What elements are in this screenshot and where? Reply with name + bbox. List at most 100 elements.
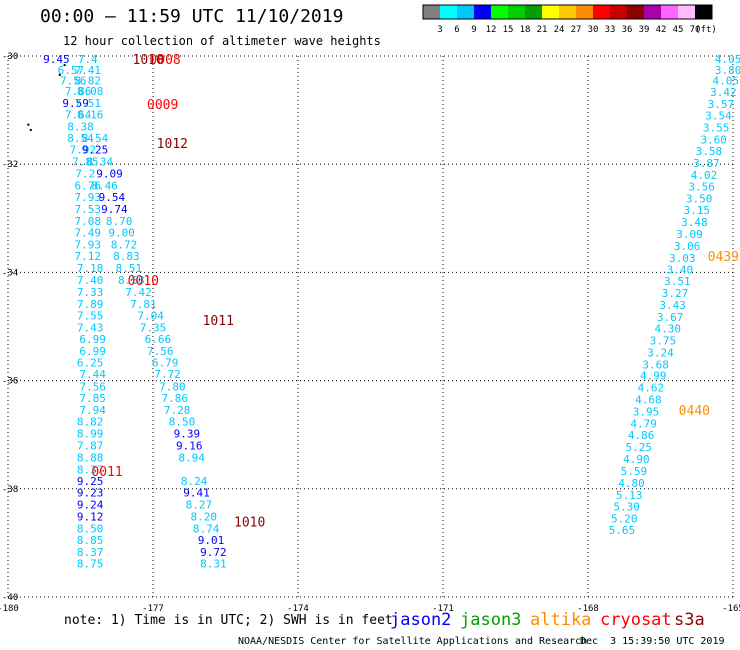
- data-dot: [27, 123, 30, 126]
- wave-height-point: 8.16: [77, 108, 104, 121]
- wave-height-point: 7.93: [75, 238, 102, 251]
- y-tick-label: -32: [2, 160, 18, 170]
- wave-height-point: 4.62: [638, 382, 665, 395]
- wave-height-point: 9.12: [77, 510, 104, 523]
- wave-height-point: 7.53: [75, 203, 102, 216]
- wave-height-point: 6.66: [145, 333, 172, 346]
- scale-swatch: [457, 5, 474, 19]
- scale-swatch: [695, 5, 712, 19]
- wave-height-point: 9.25: [77, 475, 104, 488]
- wave-height-point: 9.16: [176, 440, 203, 453]
- wave-height-point: 7.12: [75, 250, 102, 263]
- wave-height-point: 7.55: [77, 310, 104, 323]
- scale-label: (ft): [695, 25, 717, 35]
- wave-height-point: 8.85: [77, 534, 104, 547]
- wave-height-point: 7.49: [75, 226, 102, 239]
- wave-height-point: 8.51: [116, 262, 143, 275]
- wave-height-point: 7.56: [60, 74, 87, 87]
- y-tick-label: -38: [2, 485, 18, 495]
- scale-label: 33: [605, 25, 616, 35]
- wave-height-point: 6.99: [79, 345, 106, 358]
- scale-swatch: [508, 5, 525, 19]
- wave-height-point: 4.05: [715, 53, 740, 66]
- scale-label: 30: [588, 25, 599, 35]
- wave-height-point: 4.68: [635, 394, 662, 407]
- wave-height-point: 3.09: [676, 228, 703, 241]
- wave-height-point: 6.79: [152, 357, 179, 370]
- x-tick-label: -171: [432, 604, 454, 614]
- wave-height-point: 7.87: [77, 440, 104, 453]
- wave-height-point: 7.44: [79, 368, 106, 381]
- wave-height-point: 3.43: [659, 299, 686, 312]
- scale-label: 12: [486, 25, 497, 35]
- scale-label: 36: [622, 25, 633, 35]
- mission-label-jason3: jason3: [460, 610, 522, 630]
- scale-label: 3: [437, 25, 442, 35]
- wave-height-point: 8.24: [181, 475, 208, 488]
- wave-height-point: 7.18: [77, 262, 104, 275]
- wave-height-point: 3.48: [681, 216, 708, 229]
- x-tick-label: -177: [142, 604, 164, 614]
- wave-height-point: 3.40: [667, 264, 694, 277]
- wave-height-point: 8.27: [186, 498, 213, 511]
- wave-height-point: 9.39: [174, 428, 201, 441]
- wave-height-point: 7.64: [65, 108, 92, 121]
- wave-height-point: 7.40: [77, 274, 104, 287]
- wave-height-point: 7.56: [79, 381, 106, 394]
- wave-height-point: 7.72: [154, 368, 181, 381]
- wave-height-point: 8.72: [111, 238, 138, 251]
- scale-swatch: [440, 5, 457, 19]
- wave-height-point: 4.80: [618, 477, 645, 490]
- wave-height-point: 8.94: [178, 451, 205, 464]
- x-tick-label: -180: [0, 604, 19, 614]
- wave-height-point: 7.81: [130, 298, 157, 311]
- wave-height-point: 8.82: [77, 416, 104, 429]
- scale-label: 70: [690, 25, 701, 35]
- scale-swatch: [474, 5, 491, 19]
- scale-swatch: [576, 5, 593, 19]
- wave-height-point: 7.93: [75, 191, 102, 204]
- scale-frame: [422, 4, 713, 20]
- pass-time-label: 1010: [133, 53, 164, 68]
- wave-height-point: 7.85: [79, 392, 106, 405]
- wave-height-point: 7.56: [147, 345, 174, 358]
- wave-height-point: 9.09: [96, 167, 123, 180]
- y-tick-label: -30: [2, 52, 18, 62]
- wave-height-point: 8.31: [200, 557, 227, 570]
- units-note: note: 1) Time is in UTC; 2) SWH is in fe…: [64, 613, 393, 628]
- wave-height-point: 7.80: [159, 381, 186, 394]
- wave-height-point: 8.99: [77, 428, 104, 441]
- wave-height-point: 5.13: [616, 489, 643, 502]
- wave-height-point: 8.37: [77, 546, 104, 559]
- wave-height-point: 8.46: [91, 179, 118, 192]
- scale-label: 39: [639, 25, 650, 35]
- wave-height-point: 3.54: [705, 110, 732, 123]
- wave-height-point: 7.2: [75, 167, 95, 180]
- pass-time-label: 0008: [149, 53, 180, 68]
- wave-height-point: 3.57: [708, 98, 735, 111]
- scale-swatch: [559, 5, 576, 19]
- wave-height-point: 7.08: [75, 215, 102, 228]
- footer-credit: NOAA/NESDIS Center for Satellite Applica…: [238, 636, 588, 647]
- wave-height-point: 9.74: [101, 203, 128, 216]
- wave-height-point: 3.75: [650, 335, 677, 348]
- wave-height-point: 5.30: [613, 501, 640, 514]
- wave-height-point: 6.57: [58, 64, 85, 77]
- wave-height-point: 4.99: [640, 370, 667, 383]
- wave-height-point: 7.35: [140, 322, 167, 335]
- wave-height-point: 3.55: [703, 121, 730, 134]
- wave-height-point: 8.58: [118, 274, 145, 287]
- wave-height-point: 8.75: [77, 557, 104, 570]
- wave-height-point: 4.79: [630, 417, 657, 430]
- scale-label: 6: [454, 25, 459, 35]
- wave-height-point: 3.27: [662, 287, 689, 300]
- wave-height-point: 9.25: [82, 144, 109, 157]
- mission-label-s3a: s3a: [674, 610, 705, 630]
- wave-height-point: 9.59: [62, 97, 89, 110]
- wave-height-point: 9.23: [77, 487, 104, 500]
- footer-timestamp: Dec 3 15:39:50 UTC 2019: [580, 636, 725, 647]
- wave-height-point: 7.86: [162, 392, 189, 405]
- wave-height-point: 3.42: [710, 86, 737, 99]
- wave-height-point: 7.92: [70, 144, 97, 157]
